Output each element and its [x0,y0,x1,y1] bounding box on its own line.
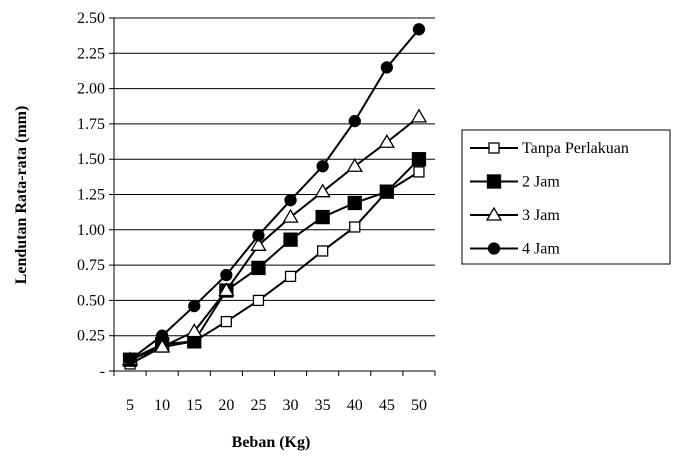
data-point [410,108,428,123]
data-point [250,237,267,251]
data-point [284,193,297,207]
series-0 [124,166,425,370]
gridlines [114,17,435,337]
legend-entry: 3 Jam [470,206,560,224]
data-point [220,268,233,282]
legend-marker [487,242,501,255]
data-point [378,133,395,148]
data-point [123,353,137,366]
y-tick-label: 1.50 [77,151,105,168]
x-tick-label: 25 [250,397,266,414]
y-tick-label: 1.75 [77,116,105,133]
data-point [220,315,233,328]
data-point [252,229,265,242]
data-point [251,260,266,276]
legend-label: 4 Jam [522,241,560,258]
series-line [129,158,420,361]
data-point [346,157,363,172]
series-3 [123,23,426,366]
legend-label: 2 Jam [522,174,560,191]
legend: Tanpa Perlakuan 2 Jam 3 Jam 4 Jam [461,129,671,265]
data-point [412,23,426,36]
y-tick-label: 2.50 [77,10,105,27]
x-tick-label: 5 [126,397,134,414]
y-tick-label: 2.00 [77,81,105,98]
series-line [129,28,420,361]
legend-entry: Tanpa Perlakuan [470,140,629,157]
x-tick-label: 15 [186,397,202,414]
data-point [154,338,171,353]
y-axis-title: Lendutan Rata-rata (mm) [13,106,30,285]
legend-entry: 4 Jam [470,241,560,258]
legend-marker [486,174,502,189]
y-tick-label: 0.25 [77,328,105,345]
y-tick-label: 1.25 [77,187,105,204]
legend-marker [485,206,503,221]
data-point [252,294,265,307]
x-tick-label: 35 [315,397,331,414]
y-tick-label: 2.25 [77,45,105,62]
series-line [129,116,420,361]
data-point [347,195,362,211]
x-axis-title: Beban (Kg) [232,434,311,451]
data-point [218,282,235,297]
y-tick-label: - [100,363,105,380]
data-point [315,209,330,225]
data-point [379,184,395,199]
legend-marker [488,142,500,154]
series-2 [121,108,428,366]
legend-label: 3 Jam [522,207,560,224]
data-point [316,245,329,257]
y-tick-label: 0.75 [77,257,105,274]
data-point [155,329,169,342]
x-tick-label: 10 [154,397,170,414]
x-tick-label: 20 [218,397,234,414]
data-point [411,152,427,167]
series-line [129,171,420,365]
x-axis-ticks: 5 10 15 20 25 30 35 40 45 50 [113,371,436,414]
data-point [316,160,329,173]
series-group [121,23,428,370]
data-point [282,208,299,223]
data-point [380,61,394,74]
data-point [186,323,203,338]
x-tick-label: 40 [347,397,363,414]
legend-label: Tanpa Perlakuan [522,140,629,157]
data-point [348,114,361,128]
y-axis-ticks: - 0.25 0.50 0.75 1.00 1.25 1.50 1.75 2.00 2.25 2.5… [77,10,114,380]
data-point [284,270,297,283]
y-tick-label: 0.50 [77,292,105,309]
data-point [413,166,425,178]
legend-entry: 2 Jam [470,174,560,191]
series-1 [122,152,427,367]
y-tick-label: 1.00 [77,222,105,239]
x-tick-label: 30 [283,397,299,414]
data-point [314,183,331,198]
data-point [188,299,201,313]
x-tick-label: 45 [379,397,395,414]
data-point [349,221,361,233]
data-point [283,232,298,247]
x-tick-label: 50 [411,397,427,414]
